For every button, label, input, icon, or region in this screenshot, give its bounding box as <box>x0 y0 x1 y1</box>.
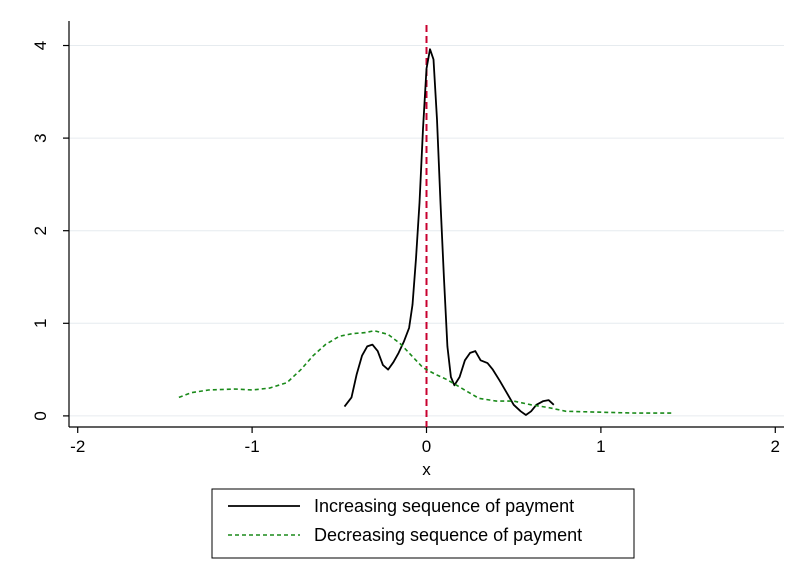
y-tick-label-0: 0 <box>31 411 50 420</box>
axes: 0 1 2 3 4 -2 -1 0 1 2 <box>31 21 784 456</box>
legend: Increasing sequence of payment Decreasing… <box>211 488 635 559</box>
x-tick-label-1: -1 <box>245 437 260 456</box>
series-group <box>178 48 675 416</box>
x-tick-label-3: 1 <box>596 437 605 456</box>
y-tick-label-3: 3 <box>31 133 50 142</box>
series-line-0 <box>343 48 555 416</box>
x-tick-label-0: -2 <box>70 437 85 456</box>
x-axis-title: x <box>422 460 431 479</box>
y-tick-label-2: 2 <box>31 226 50 235</box>
y-tick-label-1: 1 <box>31 319 50 328</box>
x-tick-label-4: 2 <box>771 437 780 456</box>
y-tick-label-4: 4 <box>31 41 50 50</box>
legend-label-1: Decreasing sequence of payment <box>314 525 582 545</box>
legend-box <box>211 488 635 559</box>
legend-label-0: Increasing sequence of payment <box>314 496 574 516</box>
x-tick-label-2: 0 <box>422 437 431 456</box>
